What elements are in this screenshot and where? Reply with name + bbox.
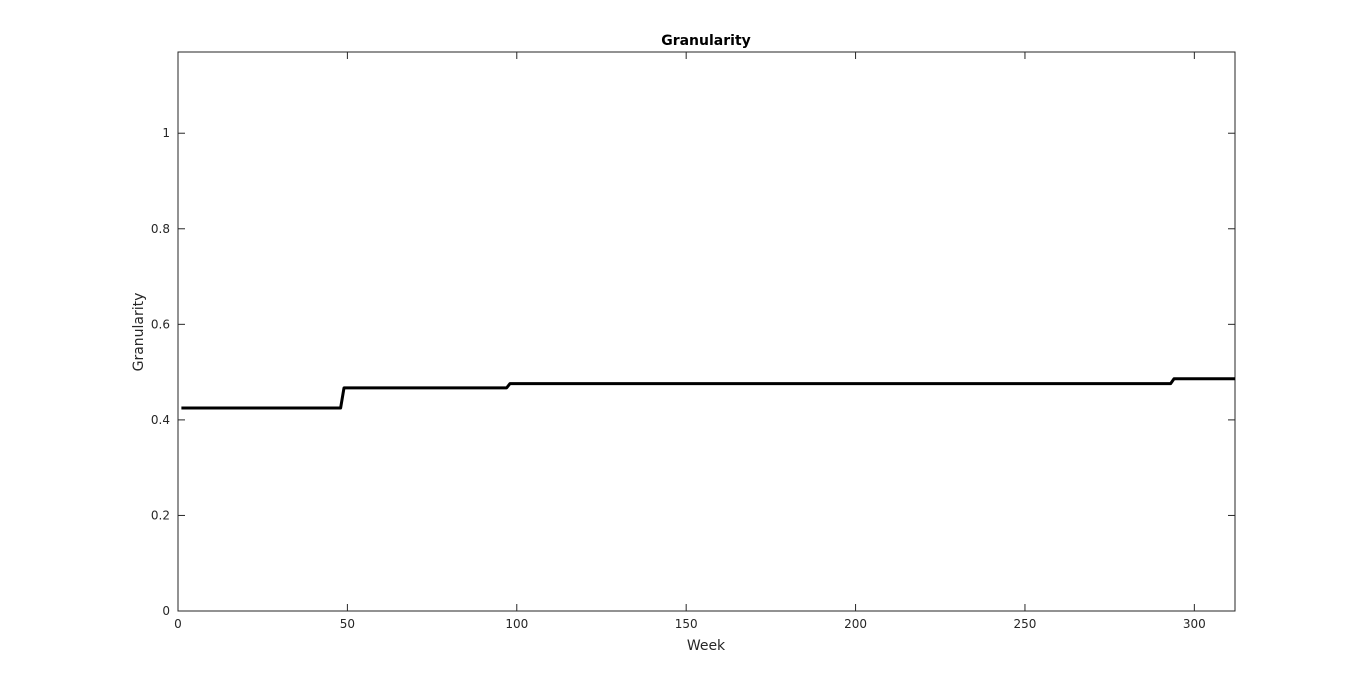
x-tick-labels: 0 50 100 150 200 250 300 bbox=[174, 617, 1206, 631]
y-tick-label: 1 bbox=[162, 126, 170, 140]
x-tick-label: 300 bbox=[1183, 617, 1206, 631]
x-tick-label: 200 bbox=[844, 617, 867, 631]
y-tick-label: 0.6 bbox=[151, 317, 170, 331]
x-tick-label: 50 bbox=[340, 617, 355, 631]
x-tick-label: 250 bbox=[1014, 617, 1037, 631]
series-layer bbox=[181, 377, 1235, 410]
y-tick-labels: 0 0.2 0.4 0.6 0.8 1 bbox=[151, 126, 170, 618]
y-tick-label: 0.2 bbox=[151, 508, 170, 522]
y-axis-label: Granularity bbox=[131, 293, 147, 372]
x-axis-label: Week bbox=[687, 638, 726, 654]
y-tick-label: 0.8 bbox=[151, 222, 170, 236]
plot-area bbox=[177, 51, 1236, 612]
y-tick-label: 0.4 bbox=[151, 413, 170, 427]
chart-title: Granularity bbox=[661, 33, 751, 49]
x-tick-label: 150 bbox=[675, 617, 698, 631]
y-tick-label: 0 bbox=[162, 604, 170, 618]
series-line bbox=[181, 377, 1235, 410]
axis-ticks bbox=[177, 52, 1235, 612]
x-tick-label: 0 bbox=[174, 617, 182, 631]
x-tick-label: 100 bbox=[505, 617, 528, 631]
